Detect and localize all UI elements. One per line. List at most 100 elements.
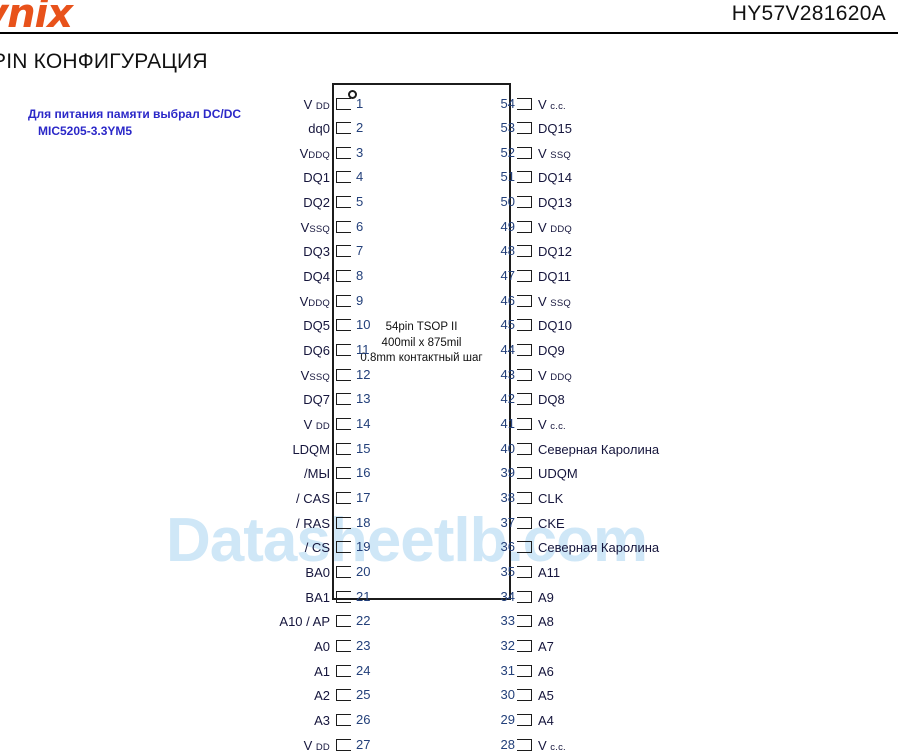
pin-row: V DD 1 bbox=[180, 95, 380, 115]
pin-label: A1 bbox=[314, 663, 330, 679]
pin-number: 29 bbox=[500, 712, 515, 727]
pin-row: /МЫ 16 bbox=[180, 464, 380, 484]
pin-lead bbox=[517, 97, 532, 110]
pin-label: V SSQ bbox=[538, 145, 571, 161]
pin-lead bbox=[517, 319, 532, 332]
pin-row: A8 33 bbox=[492, 612, 822, 632]
pin-row: DQ14 51 bbox=[492, 168, 822, 188]
pin-label: A7 bbox=[538, 639, 554, 655]
pin-row: V DDQ 49 bbox=[492, 218, 822, 238]
pin-lead bbox=[517, 541, 532, 554]
pin-number: 49 bbox=[500, 218, 515, 234]
annotation-note: Для питания памяти выбрал DC/DC MIC5205-… bbox=[28, 106, 241, 140]
pin-label: DQ2 bbox=[303, 195, 330, 211]
pin-label: / CAS bbox=[296, 491, 330, 507]
pin-lead bbox=[336, 566, 351, 579]
pin-label: V DDQ bbox=[538, 219, 573, 235]
pin-number: 32 bbox=[500, 638, 515, 654]
pin-number: 17 bbox=[356, 490, 371, 506]
pin-lead bbox=[336, 467, 351, 480]
pin-label: V c.c. bbox=[538, 737, 566, 753]
pin-lead bbox=[336, 220, 351, 233]
pin-row: A6 31 bbox=[492, 662, 822, 682]
pin-row: DQ12 48 bbox=[492, 242, 822, 262]
pin-row: CKE 37 bbox=[492, 514, 822, 534]
pin-lead bbox=[336, 442, 351, 455]
pin-row: DQ5 10 bbox=[180, 316, 380, 336]
pin-number: 23 bbox=[356, 638, 371, 654]
pin-number: 45 bbox=[500, 317, 515, 333]
pin-label: V DDQ bbox=[538, 367, 573, 383]
pin-lead bbox=[517, 689, 532, 702]
pin-label: DQ13 bbox=[538, 195, 572, 211]
pin-label: V c.c. bbox=[538, 96, 566, 112]
pin-row: / CAS 17 bbox=[180, 489, 380, 509]
pin-row: A11 35 bbox=[492, 563, 822, 583]
pin-lead bbox=[517, 516, 532, 529]
pin-label: DQ11 bbox=[538, 269, 571, 285]
pin-label: BA0 bbox=[305, 565, 330, 581]
pin-row: UDQM 39 bbox=[492, 464, 822, 484]
pin-number: 4 bbox=[356, 169, 364, 185]
pin-number: 48 bbox=[500, 243, 515, 259]
hynix-logo: ynix bbox=[0, 0, 73, 37]
package-description: 54pin TSOP II 400mil x 875mil 0.8mm конт… bbox=[332, 320, 511, 367]
pin-label: CKE bbox=[538, 515, 565, 531]
pin-lead bbox=[336, 294, 351, 307]
pin-lead bbox=[336, 541, 351, 554]
pin-label: DQ4 bbox=[303, 269, 330, 285]
pin-label: VSSQ bbox=[300, 367, 330, 383]
pin-number: 21 bbox=[356, 588, 371, 604]
pin-lead bbox=[336, 492, 351, 505]
pin-label: /МЫ bbox=[304, 466, 330, 482]
pin-number: 12 bbox=[356, 366, 371, 382]
pin-number: 44 bbox=[500, 342, 515, 358]
pin-number: 34 bbox=[500, 588, 515, 604]
pin-lead bbox=[336, 122, 351, 135]
pin-lead bbox=[517, 640, 532, 653]
pin-lead bbox=[336, 344, 351, 357]
header-divider bbox=[0, 32, 898, 34]
pin-number: 14 bbox=[356, 416, 371, 432]
pin-row: DQ7 13 bbox=[180, 390, 380, 410]
pin-row: DQ15 53 bbox=[492, 119, 822, 139]
pin-row: DQ6 11 bbox=[180, 341, 380, 361]
pin-number: 28 bbox=[500, 736, 515, 752]
pin-number: 7 bbox=[356, 243, 364, 259]
pin-label: BA1 bbox=[305, 589, 330, 605]
pin-number: 10 bbox=[356, 317, 371, 333]
pin-row: DQ13 50 bbox=[492, 193, 822, 213]
pin-label: DQ8 bbox=[538, 392, 565, 408]
pin-lead bbox=[517, 344, 532, 357]
pin-row: DQ11 47 bbox=[492, 267, 822, 287]
pin-number: 30 bbox=[500, 687, 515, 703]
pin-label: A2 bbox=[314, 688, 330, 704]
part-number: HY57V281620A bbox=[731, 2, 886, 25]
pin-label: A3 bbox=[314, 713, 330, 728]
pin-row: V DD 27 bbox=[180, 736, 380, 756]
package-desc-line3: 0.8mm контактный шаг bbox=[360, 352, 483, 364]
pin-label: / RAS bbox=[296, 515, 330, 531]
pin-number: 36 bbox=[500, 539, 515, 555]
pin-lead bbox=[517, 590, 532, 603]
pin-row: A4 29 bbox=[492, 711, 822, 731]
pin-lead bbox=[517, 220, 532, 233]
pin-lead bbox=[517, 270, 532, 283]
pin-label: DQ5 bbox=[303, 318, 330, 334]
pin-lead bbox=[517, 418, 532, 431]
pin-number: 11 bbox=[356, 342, 370, 358]
pin-configuration-diagram: 54pin TSOP II 400mil x 875mil 0.8mm конт… bbox=[180, 83, 822, 753]
pin-row: A1 24 bbox=[180, 662, 380, 682]
pin-row: Северная Каролина 40 bbox=[492, 440, 822, 460]
pin-number: 50 bbox=[500, 194, 515, 210]
pin-row: V DD 14 bbox=[180, 415, 380, 435]
pin-row: A7 32 bbox=[492, 637, 822, 657]
pin-lead bbox=[517, 368, 532, 381]
pin-row: V DDQ 43 bbox=[492, 366, 822, 386]
pin-label: A4 bbox=[538, 713, 554, 728]
pin-row: / RAS 18 bbox=[180, 514, 380, 534]
pin-number: 25 bbox=[356, 687, 371, 703]
pin-label: V DD bbox=[303, 737, 330, 753]
pin-label: A5 bbox=[538, 688, 554, 704]
pin-label: A8 bbox=[538, 614, 554, 630]
